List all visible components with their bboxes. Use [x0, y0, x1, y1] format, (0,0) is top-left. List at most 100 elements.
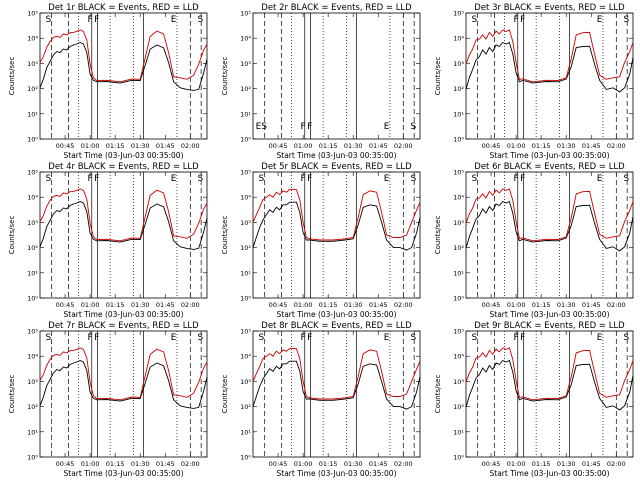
event-marker: S [410, 174, 416, 184]
x-tick-label: 01:45 [582, 460, 601, 468]
event-marker: ES [256, 122, 268, 132]
chart-panel-2: Det 2r BLACK = Events, RED = LLD Counts/s… [221, 3, 421, 160]
x-tick-label: 01:30 [344, 460, 363, 468]
x-tick-label: 01:30 [557, 301, 576, 309]
y-tick-label: 10⁴ [240, 35, 251, 43]
event-marker: F [94, 15, 99, 25]
series-line-events [39, 360, 208, 409]
event-marker: E [597, 333, 603, 343]
y-tick-label: 10⁵ [27, 169, 38, 177]
y-axis-label: Counts/sec [8, 216, 16, 255]
series-line-lld [39, 347, 208, 401]
x-tick-label: 01:00 [81, 460, 100, 468]
y-tick-label: 10⁵ [453, 328, 464, 336]
series-line-lld [465, 29, 634, 83]
y-tick-label: 10³ [240, 60, 251, 68]
event-marker: F [88, 333, 93, 343]
y-tick-label: 10⁰ [240, 295, 251, 303]
event-marker: E [597, 174, 603, 184]
event-marker: S [45, 333, 51, 343]
chart-title: Det 6r BLACK = Events, RED = LLD [474, 162, 625, 172]
x-tick-label: 02:00 [394, 142, 413, 150]
x-axis-label: Start Time (03-Jun-03 00:35:00) [277, 469, 397, 478]
y-tick-label: 10⁵ [453, 169, 464, 177]
chart-title: Det 9r BLACK = Events, RED = LLD [474, 321, 625, 331]
y-tick-label: 10⁵ [453, 10, 464, 18]
y-tick-label: 10² [453, 85, 464, 93]
chart-title: Det 5r BLACK = Events, RED = LLD [261, 162, 412, 172]
y-axis-label: Counts/sec [434, 216, 442, 255]
chart-panel-8: Det 8r BLACK = Events, RED = LLD Counts/s… [221, 321, 421, 478]
x-tick-label: 02:00 [607, 142, 626, 150]
y-tick-label: 10³ [240, 378, 251, 386]
x-tick-label: 01:30 [131, 460, 150, 468]
y-axis-label: Counts/sec [221, 375, 229, 414]
x-tick-label: 00:45 [269, 301, 288, 309]
event-marker: F [301, 122, 306, 132]
event-marker: S [197, 15, 203, 25]
x-tick-label: 01:00 [81, 301, 100, 309]
y-tick-label: 10⁴ [453, 353, 464, 361]
x-tick-label: 02:00 [394, 460, 413, 468]
y-axis-label: Counts/sec [8, 57, 16, 96]
x-axis-label: Start Time (03-Jun-03 00:35:00) [277, 151, 397, 160]
series-line-events [252, 360, 421, 410]
y-tick-label: 10¹ [27, 269, 38, 277]
x-tick-label: 01:30 [344, 142, 363, 150]
y-tick-label: 10¹ [453, 269, 464, 277]
plot-frame [465, 171, 634, 299]
series-line-events [39, 42, 208, 91]
x-tick-label: 01:00 [507, 301, 526, 309]
event-marker: S [258, 174, 264, 184]
x-tick-label: 00:45 [482, 142, 501, 150]
event-marker: S [471, 333, 477, 343]
x-tick-label: 01:45 [156, 460, 175, 468]
event-marker: S [410, 122, 416, 132]
event-marker: S [471, 15, 477, 25]
event-marker: F [514, 333, 519, 343]
y-tick-label: 10⁰ [453, 454, 464, 462]
chart-panel-3: Det 3r BLACK = Events, RED = LLD Counts/s… [434, 3, 634, 160]
chart-title: Det 7r BLACK = Events, RED = LLD [48, 321, 199, 331]
y-tick-label: 10⁴ [27, 353, 38, 361]
x-tick-label: 01:00 [81, 142, 100, 150]
y-tick-label: 10³ [453, 60, 464, 68]
x-tick-label: 00:45 [56, 460, 75, 468]
chart-panel-6: Det 6r BLACK = Events, RED = LLD Counts/s… [434, 162, 634, 319]
y-tick-label: 10² [27, 85, 38, 93]
x-tick-label: 02:00 [181, 301, 200, 309]
x-tick-label: 01:45 [582, 301, 601, 309]
x-tick-label: 00:45 [56, 142, 75, 150]
y-tick-label: 10³ [240, 219, 251, 227]
plot-frame [252, 171, 421, 299]
x-tick-label: 00:45 [269, 460, 288, 468]
event-marker: F [520, 333, 525, 343]
event-marker: F [514, 15, 519, 25]
y-tick-label: 10⁴ [240, 194, 251, 202]
x-tick-label: 02:00 [181, 142, 200, 150]
y-tick-label: 10⁰ [27, 295, 38, 303]
y-tick-label: 10³ [453, 219, 464, 227]
y-tick-label: 10² [240, 403, 251, 411]
event-marker: S [623, 15, 629, 25]
y-tick-label: 10⁰ [240, 136, 251, 144]
event-marker: E [384, 333, 390, 343]
x-tick-label: 01:15 [532, 460, 551, 468]
x-tick-label: 01:45 [156, 301, 175, 309]
y-tick-label: 10⁵ [240, 169, 251, 177]
y-tick-label: 10⁴ [453, 194, 464, 202]
y-tick-label: 10⁵ [240, 10, 251, 18]
series-line-lld [465, 347, 634, 401]
y-tick-label: 10⁴ [27, 194, 38, 202]
y-axis-label: Counts/sec [221, 216, 229, 255]
y-tick-label: 10⁴ [240, 353, 251, 361]
x-tick-label: 02:00 [607, 460, 626, 468]
x-tick-label: 01:15 [106, 301, 125, 309]
x-axis-label: Start Time (03-Jun-03 00:35:00) [490, 310, 610, 319]
y-axis-label: Counts/sec [8, 375, 16, 414]
x-tick-label: 01:15 [532, 301, 551, 309]
x-axis-label: Start Time (03-Jun-03 00:35:00) [64, 151, 184, 160]
plot-frame [465, 12, 634, 140]
x-tick-label: 00:45 [482, 460, 501, 468]
